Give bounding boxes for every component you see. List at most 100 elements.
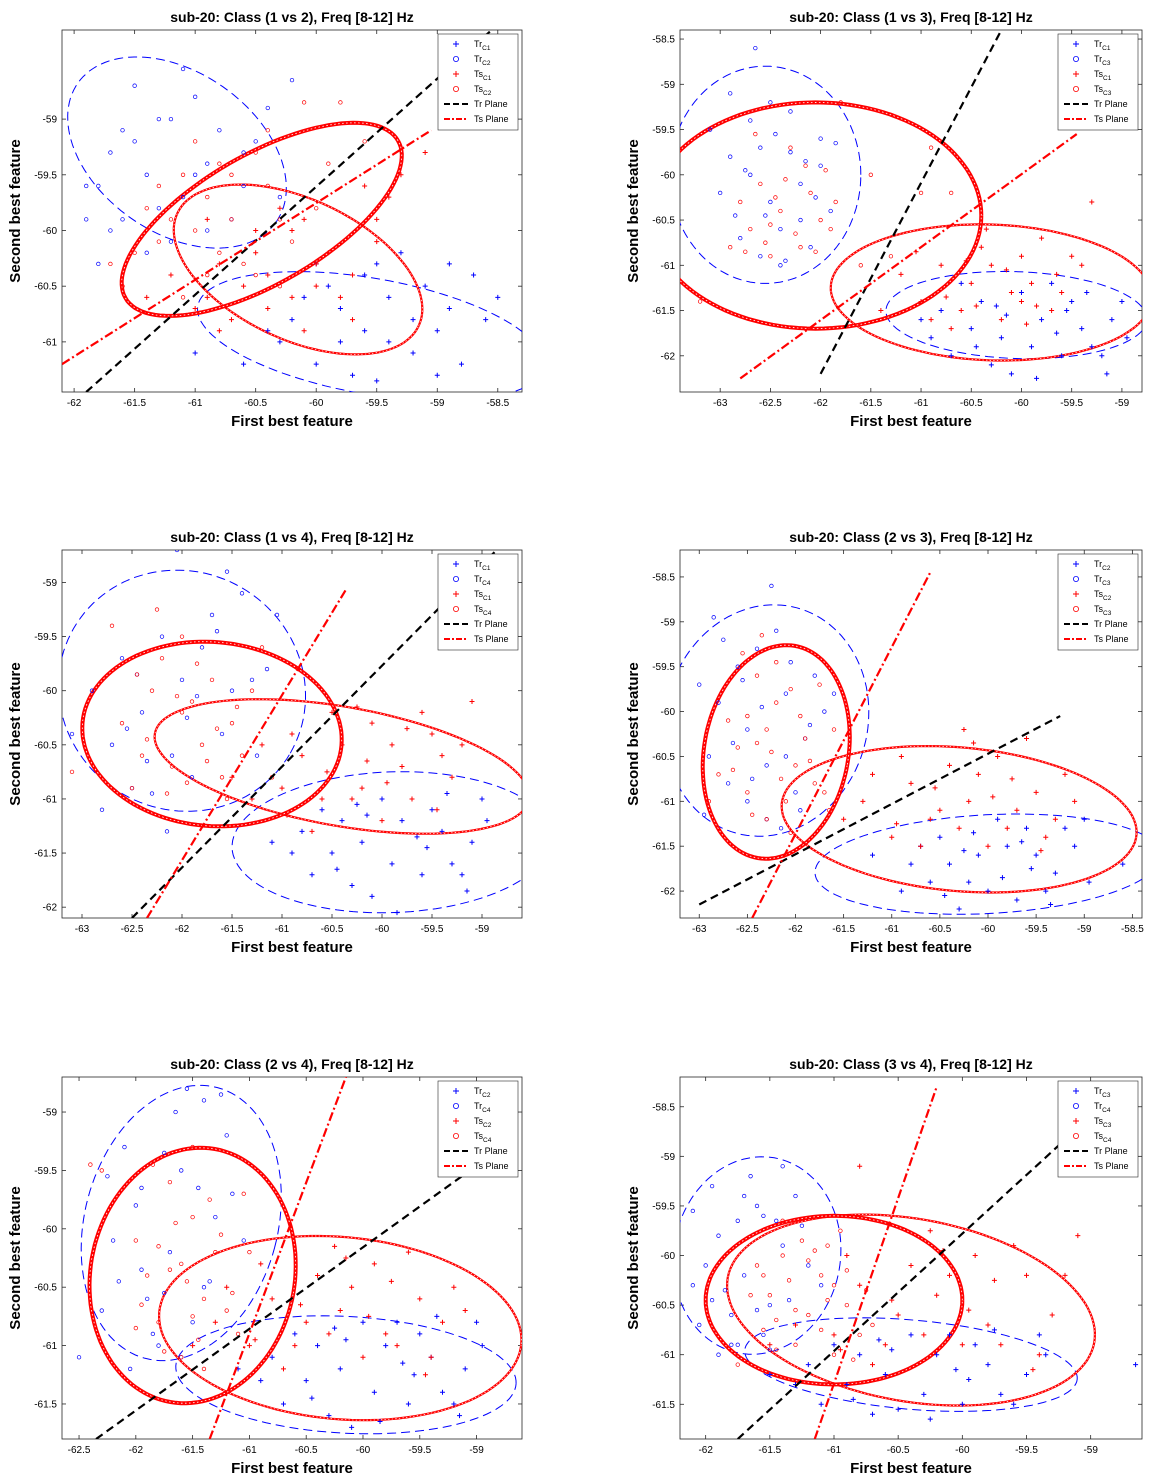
legend-swatch-circle [452,56,459,63]
test-point-class-a [350,272,356,278]
legend-label: TsC1 [474,589,492,602]
test-point-class-b [241,1191,246,1196]
test-point-class-a [462,1308,468,1314]
train-point-class-a [339,818,345,824]
train-point-class-b [218,1092,224,1097]
test-point-class-a [1024,1272,1029,1278]
train-point-class-b [264,666,270,672]
train-point-class-a [359,839,365,845]
legend-label: Ts Plane [1094,114,1129,124]
train-point-class-a [280,1401,286,1407]
train-point-class-a [313,361,319,367]
train-point-class-b [156,1343,161,1348]
test-point-class-a [204,216,210,222]
test-point-class-b [179,1355,184,1360]
x-tick-label: -62 [813,398,828,409]
test-point-class-b [230,1290,235,1296]
train-point-class-a [424,845,430,851]
chart-title: sub-20: Class (2 vs 3), Freq [8-12] Hz [789,529,1033,545]
legend-label: TsC4 [1094,1131,1112,1144]
x-tick-label: -59 [1077,924,1092,935]
test-point-class-b [825,1243,830,1248]
test-point-class-a [212,1319,218,1325]
chart-title: sub-20: Class (2 vs 4), Freq [8-12] Hz [170,1056,414,1072]
train-point-class-b [788,660,793,665]
test-point-class-a [947,1272,952,1278]
train-point-class-b [709,1298,715,1303]
train-point-class-a [876,1337,882,1343]
legend-label-main: Ts [1094,1116,1104,1126]
test-point-class-b [844,1268,849,1273]
y-tick-label: -62 [661,887,676,898]
test-point-class-a [459,742,465,748]
x-tick-label: -61.5 [859,398,882,409]
train-point-class-b [162,1150,167,1156]
train-point-class-b [167,1250,173,1255]
train-point-class-b [190,1320,195,1325]
test-point-class-b [831,1283,837,1288]
legend-label-main: Tr [474,1101,482,1111]
test-ellipse-class-b-pattern [81,641,343,827]
train-point-class-b [224,1133,229,1138]
train-point-class-a [326,1413,332,1419]
train-point-class-a [1003,312,1009,318]
x-tick-label: -62 [698,1445,713,1456]
test-point-class-b [204,758,210,764]
train-point-class-b [780,1243,785,1248]
train-point-class-b [201,1285,207,1290]
test-point-class-b [806,1312,811,1318]
train-point-class-b [769,583,774,589]
y-tick-label: -61 [661,261,676,272]
train-point-class-b [132,83,137,88]
train-point-class-a [985,1362,991,1368]
chart-title: sub-20: Class (1 vs 3), Freq [8-12] Hz [789,9,1033,25]
train-point-class-b [722,1288,728,1293]
test-point-class-b [844,1302,849,1308]
train-point-class-a [289,850,295,856]
test-point-class-b [748,1293,753,1298]
test-point-class-a [386,194,392,200]
test-point-class-b [793,231,798,236]
test-point-class-a [860,798,866,804]
test-point-class-b [277,284,283,289]
test-point-class-a [289,227,295,233]
train-ellipse-class-a [744,1317,1078,1412]
x-tick-label: -60 [375,924,390,935]
y-tick-label: -59 [661,80,676,91]
train-point-class-a [947,1332,952,1338]
legend-swatch-plus [453,41,459,47]
test-point-class-b [108,261,113,267]
test-point-class-b [326,161,331,166]
legend-label: TrC4 [474,574,491,587]
legend-label: TrC1 [474,559,491,572]
legend-label-main: Ts [1094,84,1104,94]
test-point-class-b [740,651,745,656]
train-point-class-b [833,140,838,146]
test-point-class-a [144,294,150,300]
train-point-class-a [1064,308,1070,314]
legend-label-subscript: C2 [483,1122,492,1129]
train-point-class-b [753,45,758,51]
legend-label: Ts Plane [474,114,509,124]
legend-label: TrC4 [474,1101,491,1114]
legend-label-subscript: C2 [482,60,491,67]
test-point-class-b [201,1296,207,1302]
train-point-class-b [767,1302,772,1308]
train-point-class-b [156,206,161,211]
x-tick-label: -62 [67,398,82,409]
test-point-class-a [289,731,295,737]
train-point-class-b [818,163,823,168]
train-point-class-a [818,1401,824,1407]
test-point-class-a [299,753,305,759]
train-point-class-b [144,250,149,255]
test-point-class-b [277,217,283,222]
test-point-class-b [754,1263,760,1268]
x-tick-label: -60.5 [295,1445,318,1456]
train-point-class-b [139,710,145,715]
train-point-class-b [193,172,198,177]
train-point-class-b [733,213,738,218]
test-point-class-b [217,250,222,255]
y-tick-label: -61 [661,797,676,808]
test-point-class-b [745,713,750,719]
